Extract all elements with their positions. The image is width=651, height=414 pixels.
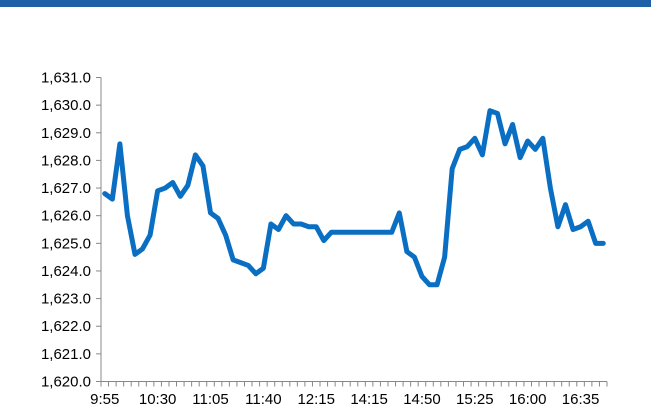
y-tick-label: 1,620.0 (41, 374, 91, 391)
x-tick-label: 14:15 (350, 391, 388, 408)
y-tick-label: 1,623.0 (41, 291, 91, 308)
y-tick-label: 1,626.0 (41, 208, 91, 225)
y-tick-label: 1,625.0 (41, 235, 91, 252)
y-tick-label: 1,630.0 (41, 97, 91, 114)
x-tick-label: 16:35 (562, 391, 600, 408)
x-tick-label: 15:25 (456, 391, 494, 408)
x-tick-label: 12:15 (297, 391, 335, 408)
x-tick-label: 14:50 (403, 391, 441, 408)
y-tick-label: 1,629.0 (41, 125, 91, 142)
x-tick-label: 9:55 (90, 391, 119, 408)
y-tick-label: 1,631.0 (41, 70, 91, 87)
y-tick-label: 1,627.0 (41, 180, 91, 197)
y-tick-label: 1,622.0 (41, 318, 91, 335)
x-tick-label: 11:05 (192, 391, 228, 408)
y-tick-label: 1,621.0 (41, 346, 91, 363)
series-line (102, 108, 606, 288)
header-accent-bar (0, 0, 651, 7)
x-tick-label: 11:40 (245, 391, 281, 408)
y-tick-label: 1,628.0 (41, 152, 91, 169)
y-tick-label: 1,624.0 (41, 263, 91, 280)
x-tick-label: 10:30 (139, 391, 177, 408)
x-tick-label: 16:00 (509, 391, 547, 408)
